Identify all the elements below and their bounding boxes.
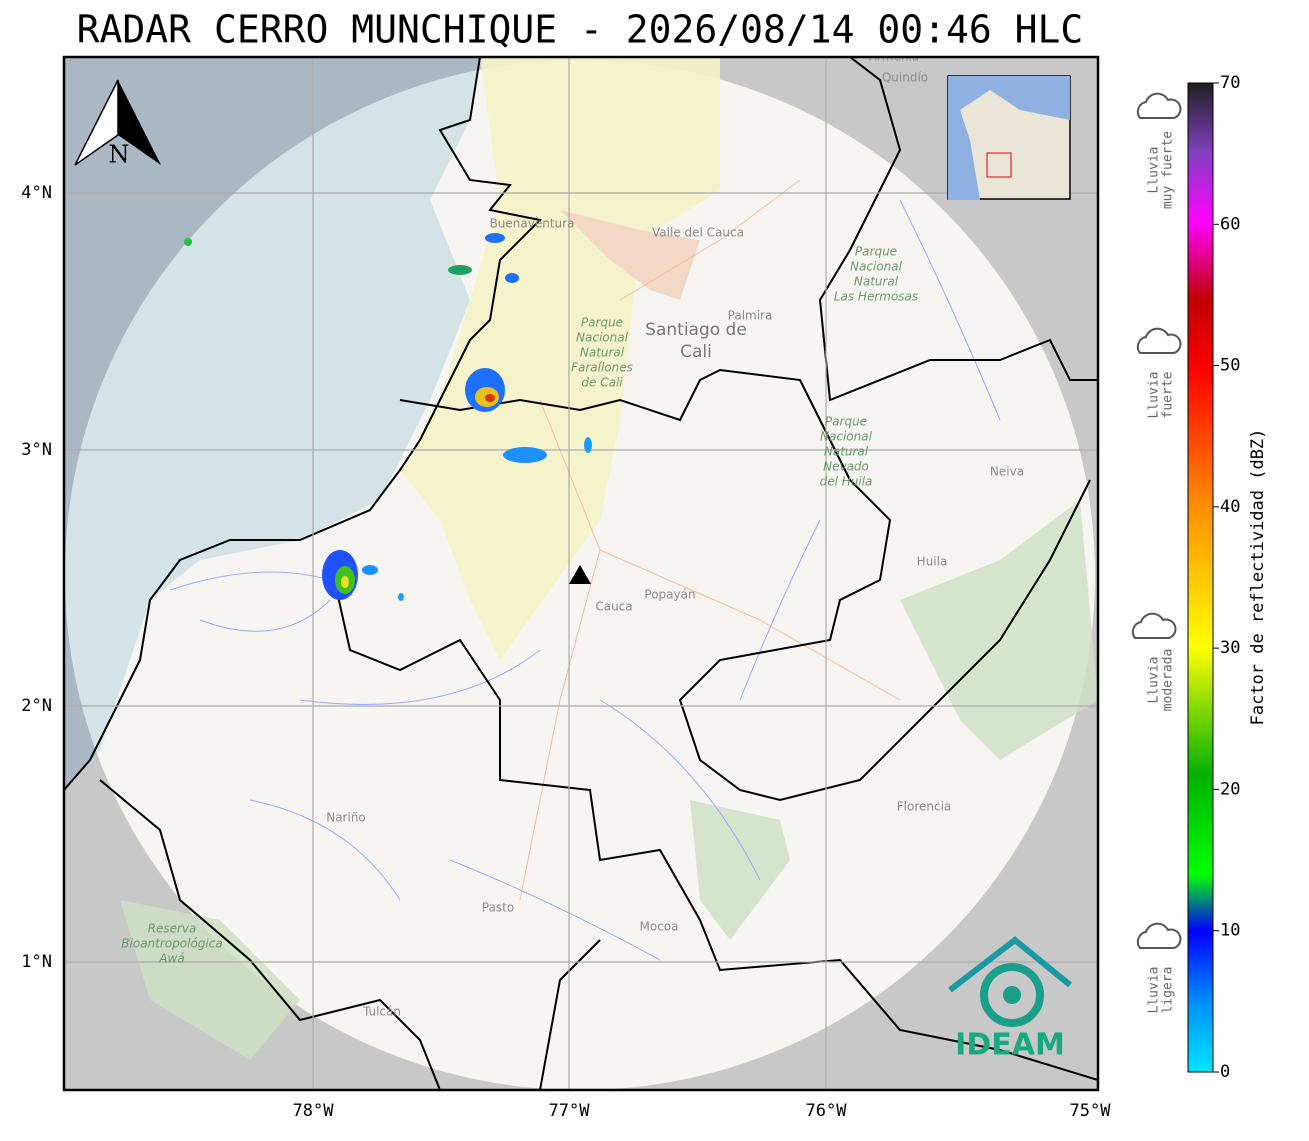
map: Buenaventura Valle del Cauca PalmiraSantia… xyxy=(64,50,1098,1090)
place-label: Cauca xyxy=(595,600,632,614)
lon-tick-label: 76°W xyxy=(806,1101,848,1121)
title: RADAR CERRO MUNCHIQUE - 2026/08/14 00:46… xyxy=(77,8,1084,52)
place-label: Quindío xyxy=(882,71,928,85)
place-label: Nacional xyxy=(576,331,629,345)
place-label: Neiva xyxy=(990,465,1024,479)
place-label: Awá xyxy=(158,952,184,966)
lat-tick-label: 4°N xyxy=(21,183,52,203)
place-label: Nacional xyxy=(850,260,903,274)
radar-site xyxy=(569,565,591,584)
place-label: Natural xyxy=(824,445,869,459)
legend-label: moderada xyxy=(1161,649,1176,712)
colorbar-tick-label: 70 xyxy=(1220,73,1240,93)
place-label: Parque xyxy=(581,316,623,330)
place-label: Cali xyxy=(680,342,712,362)
colorbar-tick-label: 0 xyxy=(1220,1062,1230,1082)
colorbar-tick-label: 10 xyxy=(1220,921,1240,941)
inset-extent xyxy=(986,152,1012,178)
legend-label: ligera xyxy=(1161,967,1176,1014)
graticule xyxy=(64,57,1098,1090)
colorbar-tick-label: 50 xyxy=(1220,356,1240,376)
colorbar-tick-label: 30 xyxy=(1220,638,1240,658)
north-arrow: N xyxy=(74,79,161,169)
place-label: Pasto xyxy=(482,901,514,915)
place-label: Nariño xyxy=(326,811,366,825)
legend-label: muy fuerte xyxy=(1161,131,1176,209)
legend-label: Lluvia xyxy=(1147,147,1162,194)
place-label: Florencia xyxy=(897,800,952,814)
place-label: Reserva xyxy=(148,922,197,936)
legend-label: Lluvia xyxy=(1147,657,1162,704)
place-label: Huila xyxy=(917,555,948,569)
colorbar-tick-label: 60 xyxy=(1220,214,1240,234)
place-label: Farallones xyxy=(571,361,633,375)
place-label: Santiago de xyxy=(645,320,747,340)
north-label: N xyxy=(109,141,130,169)
lon-tick-label: 77°W xyxy=(549,1101,591,1121)
place-label: Tulcán xyxy=(362,1005,401,1019)
lat-tick-label: 3°N xyxy=(21,440,52,460)
place-label: Armenia xyxy=(869,50,919,64)
lon-tick-label: 78°W xyxy=(293,1101,335,1121)
place-label: Valle del Cauca xyxy=(652,226,744,240)
place-label: Buenaventura xyxy=(490,217,575,231)
place-label: Nacional xyxy=(820,430,873,444)
place-label: Natural xyxy=(854,275,899,289)
legend-label: Lluvia xyxy=(1147,967,1162,1014)
colorbar xyxy=(1187,82,1214,1073)
place-label: de Cali xyxy=(581,376,623,390)
place-label: Bioantropológica xyxy=(121,937,222,951)
place-label: Parque xyxy=(855,245,897,259)
place-label: del Huila xyxy=(820,475,873,489)
place-label: Natural xyxy=(580,346,625,360)
map-frame xyxy=(62,55,1100,1092)
legend-label: fuerte xyxy=(1161,371,1176,418)
cloud-icon xyxy=(1136,922,1182,949)
place-label: Palmira xyxy=(728,309,773,323)
lat-tick-label: 1°N xyxy=(21,952,52,972)
legend-label: Lluvia xyxy=(1147,372,1162,419)
cloud-icon xyxy=(1136,92,1182,119)
lon-tick-label: 75°W xyxy=(1070,1101,1112,1121)
logo-eye xyxy=(980,963,1044,1027)
place-label: Las Hermosas xyxy=(834,290,918,304)
colorbar-tick-label: 20 xyxy=(1220,779,1240,799)
cloud-icon xyxy=(1131,612,1177,639)
colorbar-tick-label: 40 xyxy=(1220,497,1240,517)
colorbar-label: Factor de reflectividad (dBZ) xyxy=(1248,429,1268,726)
radar-echoes xyxy=(184,233,592,601)
logo-roof xyxy=(948,936,1072,993)
place-label: Popayán xyxy=(644,588,695,602)
place-label: Mocoa xyxy=(640,920,679,934)
lat-tick-label: 2°N xyxy=(21,696,52,716)
place-label: Nevado xyxy=(823,460,869,474)
place-label: Parque xyxy=(825,415,867,429)
cloud-icon xyxy=(1136,327,1182,354)
logo-text: IDEAM xyxy=(955,1028,1065,1063)
